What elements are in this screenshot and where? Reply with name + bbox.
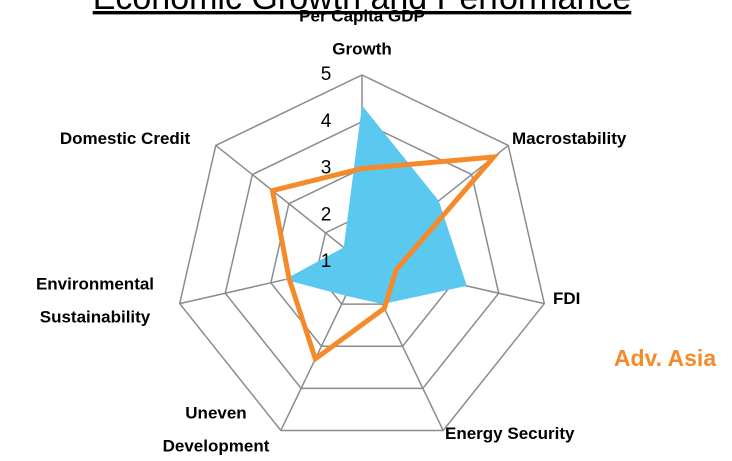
grid-ring [224, 120, 500, 390]
category-label: Environmental Sustainability [36, 275, 154, 327]
r-tick-label: 5 [321, 64, 332, 85]
r-tick-label: 1 [321, 251, 332, 272]
chart-title: Economic Growth and Performance [93, 0, 632, 17]
category-label: Energy Security [445, 424, 575, 443]
category-label: Per Capita GDP Growth [299, 7, 425, 59]
r-tick-label: 3 [321, 158, 332, 179]
grid-ring [178, 74, 546, 432]
legend-label: Adv. Asia [614, 345, 716, 371]
category-label: FDI [553, 289, 580, 308]
series-area [284, 105, 467, 305]
category-label: Uneven Development [163, 404, 270, 456]
series-line [269, 154, 500, 363]
axis-spoke [215, 144, 363, 263]
category-label: Domestic Credit [60, 129, 191, 148]
category-label: Macrostability [512, 129, 627, 148]
r-tick-label: 2 [321, 204, 332, 225]
r-tick-label: 4 [321, 111, 332, 132]
